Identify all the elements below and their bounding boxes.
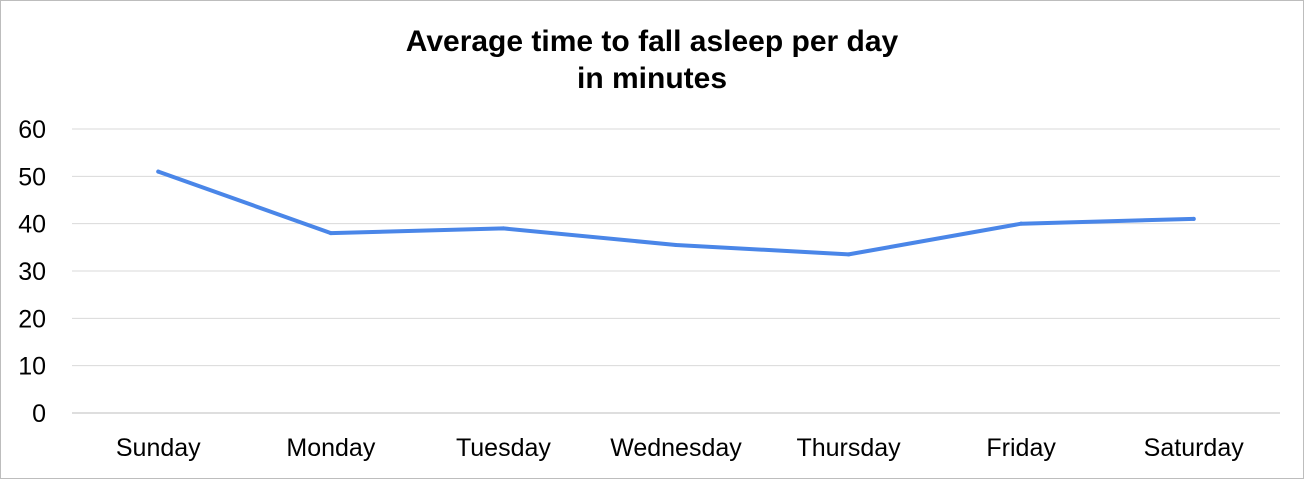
x-tick-label: Saturday — [1144, 434, 1245, 462]
data-point — [846, 252, 851, 257]
y-tick-label: 40 — [18, 211, 46, 239]
y-tick-label: 60 — [18, 116, 46, 144]
y-tick-label: 10 — [18, 353, 46, 381]
x-tick-label: Tuesday — [456, 434, 551, 462]
data-point — [501, 226, 506, 231]
x-tick-label: Sunday — [116, 434, 201, 462]
data-point — [674, 242, 678, 247]
chart-title: Average time to fall asleep per day in m… — [1, 23, 1303, 97]
series-line — [156, 169, 1196, 257]
data-point — [1191, 216, 1196, 221]
y-tick-label: 50 — [18, 163, 46, 191]
y-tick-label: 0 — [32, 400, 46, 428]
x-tick-label: Friday — [986, 434, 1056, 462]
y-tick-label: 20 — [18, 305, 46, 333]
chart-title-line1: Average time to fall asleep per day — [405, 25, 899, 58]
data-point — [328, 231, 333, 236]
chart-title-line2: in minutes — [576, 62, 727, 95]
x-tick-label: Monday — [286, 434, 375, 462]
y-tick-label: 30 — [18, 258, 46, 286]
data-point — [156, 169, 161, 174]
x-tick-label: Thursday — [796, 434, 901, 462]
data-point — [1019, 221, 1024, 226]
x-tick-label: Wednesday — [610, 434, 742, 462]
